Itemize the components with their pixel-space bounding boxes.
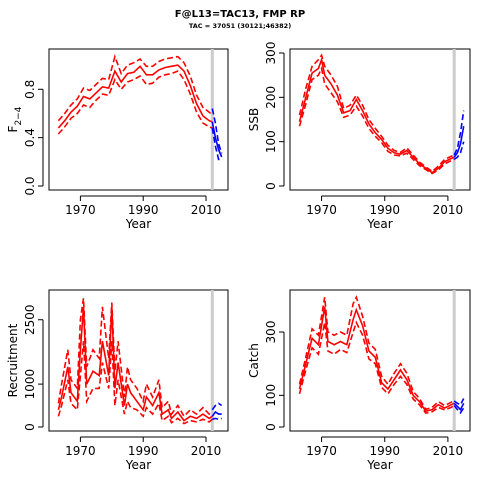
y-tick-label: 0 (264, 423, 278, 431)
y-axis-title: F2−4 (6, 106, 24, 132)
y-axis-title-main: Recruitment (6, 323, 20, 397)
y-axis-title-main: Catch (247, 343, 261, 378)
x-tick-label: 1970 (306, 444, 337, 458)
y-axis-title-main: F (6, 125, 20, 132)
plot-frame (48, 289, 229, 432)
y-axis-title: Recruitment (6, 323, 20, 397)
projection-lower-series (453, 141, 465, 161)
x-tick-label: 1970 (65, 203, 96, 217)
projection-lower-series (211, 127, 222, 161)
historical-lower-series (298, 320, 455, 414)
x-tick-label: 1990 (369, 444, 400, 458)
x-tick-label: 1990 (369, 203, 400, 217)
historical-median-series (298, 56, 455, 174)
x-tick-label: 2010 (191, 444, 222, 458)
historical-lower-series (57, 70, 213, 135)
projection-median-series (211, 121, 223, 158)
chart-title: F@L13=TAC13, FMP RP (174, 9, 306, 20)
y-tick-label: 300 (264, 321, 278, 344)
projection-upper-series (453, 110, 465, 156)
y-tick-label: 100 (264, 384, 278, 407)
x-tick-label: 2010 (191, 203, 222, 217)
projection-lower-series (212, 417, 222, 421)
historical-median-series (298, 306, 455, 413)
y-tick-label: 200 (264, 86, 278, 109)
x-tick-label: 1970 (306, 203, 337, 217)
chart-subtitle: TAC = 37051 (30121;46382) (188, 22, 292, 30)
historical-lower-series (298, 65, 455, 175)
y-axis-title-subscript: 2−4 (14, 106, 24, 125)
x-tick-label: 2010 (433, 444, 464, 458)
y-tick-label: 0.8 (23, 80, 37, 99)
y-axis-title: Catch (247, 343, 261, 378)
historical-upper-series (298, 295, 455, 411)
historical-upper-series (298, 53, 455, 173)
y-tick-label: 1000 (23, 369, 37, 400)
x-tick-label: 2010 (433, 203, 464, 217)
plot-frame (289, 48, 471, 191)
x-tick-label: 1990 (128, 444, 159, 458)
x-tick-label: 1970 (65, 444, 96, 458)
projection-median-series (453, 402, 465, 411)
y-tick-label: 0.4 (23, 128, 37, 147)
panel-f: 1970 1990 2010 Year 0.0 0.4 0.8 F2−4 (6, 48, 229, 231)
historical-median-series (57, 64, 213, 129)
historical-median-series (57, 306, 213, 422)
y-tick-label: 0.0 (23, 176, 37, 195)
historical-upper-series (57, 298, 213, 418)
projection-median-series (453, 126, 465, 158)
plot-frame (48, 48, 229, 191)
y-tick-label: 2500 (23, 304, 37, 335)
projection-median-series (211, 410, 222, 417)
y-axis-title-main: SSB (247, 108, 261, 131)
y-tick-label: 300 (264, 42, 278, 65)
y-tick-label: 100 (264, 130, 278, 153)
x-axis-title: Year (125, 458, 151, 472)
projection-upper-series (453, 398, 465, 406)
x-axis-title: Year (125, 217, 151, 231)
x-axis-title: Year (366, 458, 392, 472)
projection-upper-series (211, 402, 223, 411)
x-tick-label: 1990 (128, 203, 159, 217)
y-axis-title: SSB (247, 108, 261, 131)
projection-lower-series (453, 405, 465, 415)
x-axis-title: Year (366, 217, 392, 231)
plot-frame (289, 289, 471, 432)
y-tick-label: 0 (264, 182, 278, 190)
panel-ssb: 1970 1990 2010 Year 0 100 200 300 SSB (247, 42, 471, 231)
y-tick-label: 0 (23, 423, 37, 431)
projection-upper-series (211, 108, 223, 154)
historical-upper-series (57, 53, 213, 122)
